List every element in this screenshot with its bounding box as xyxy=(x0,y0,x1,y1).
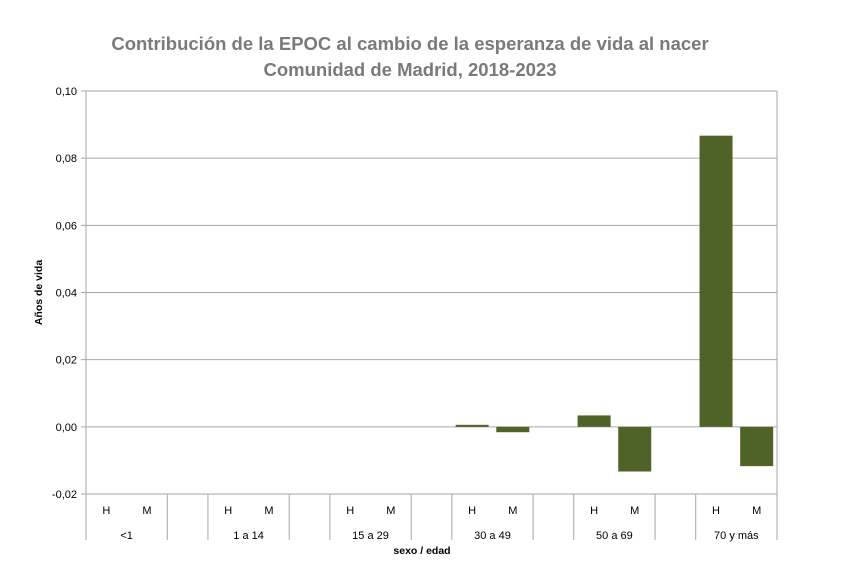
group-label: 1 a 14 xyxy=(233,530,264,542)
sex-label: M xyxy=(508,505,517,517)
sex-label: M xyxy=(386,505,395,517)
bar xyxy=(496,426,530,433)
sex-label: M xyxy=(752,505,761,517)
sex-label: H xyxy=(590,505,598,517)
bar xyxy=(455,424,489,427)
sex-label: H xyxy=(468,505,476,517)
y-tick-label: 0,10 xyxy=(56,86,77,98)
y-tick-label: -0,02 xyxy=(52,489,77,501)
y-tick-label: 0,04 xyxy=(56,288,77,300)
x-axis-label: sexo / edad xyxy=(393,545,450,557)
group-label: <1 xyxy=(120,530,133,542)
bar xyxy=(577,415,611,427)
y-tick-label: 0,08 xyxy=(56,153,77,165)
group-label: 70 y más xyxy=(714,530,759,542)
y-axis-label: Años de vida xyxy=(33,260,45,326)
sex-label: H xyxy=(224,505,232,517)
chart-title: Contribución de la EPOC al cambio de la … xyxy=(111,33,709,54)
y-tick-label: 0,06 xyxy=(56,220,77,232)
group-label: 30 a 49 xyxy=(474,530,511,542)
group-label: 15 a 29 xyxy=(352,530,389,542)
sex-label: M xyxy=(630,505,639,517)
group-label: 50 a 69 xyxy=(596,530,633,542)
sex-label: M xyxy=(142,505,151,517)
sex-label: H xyxy=(712,505,720,517)
sex-label: H xyxy=(102,505,110,517)
y-tick-label: 0,00 xyxy=(56,422,77,434)
bar xyxy=(699,135,733,427)
bar xyxy=(618,426,652,472)
y-tick-label: 0,02 xyxy=(56,355,77,367)
chart-subtitle: Comunidad de Madrid, 2018-2023 xyxy=(263,59,557,80)
sex-label: H xyxy=(346,505,354,517)
sex-label: M xyxy=(264,505,273,517)
bar xyxy=(740,426,774,467)
